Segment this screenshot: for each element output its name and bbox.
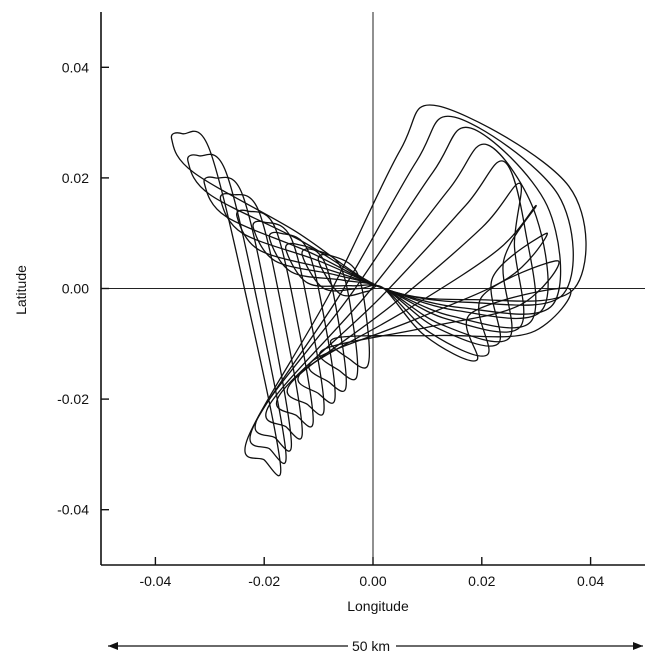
y-tick-label: -0.04 (57, 502, 89, 518)
scale-bar-label: 50 km (352, 638, 390, 653)
scale-bar-arrow-right (633, 642, 643, 650)
y-axis-title: Latitude (13, 265, 29, 315)
trajectory-curves (171, 105, 586, 476)
trajectory-loop (204, 127, 561, 451)
scale-bar-arrow-left (108, 642, 118, 650)
x-tick-label: 0.04 (577, 573, 604, 589)
trajectory-loop (188, 116, 574, 463)
x-tick-label: -0.02 (248, 573, 280, 589)
trajectory-loop (220, 144, 548, 439)
x-tick-label: -0.04 (139, 573, 171, 589)
y-tick-label: 0.00 (62, 281, 89, 297)
x-tick-label: 0.02 (468, 573, 495, 589)
tick-marks (101, 67, 591, 565)
trajectory-loop (171, 105, 586, 476)
y-tick-label: -0.02 (57, 391, 89, 407)
x-axis-title: Longitude (347, 598, 409, 614)
trajectory-loop (286, 233, 548, 391)
y-tick-label: 0.02 (62, 170, 89, 186)
y-tick-label: 0.04 (62, 59, 89, 75)
x-tick-label: 0.00 (359, 573, 386, 589)
scale-bar: 50 km (108, 638, 643, 653)
